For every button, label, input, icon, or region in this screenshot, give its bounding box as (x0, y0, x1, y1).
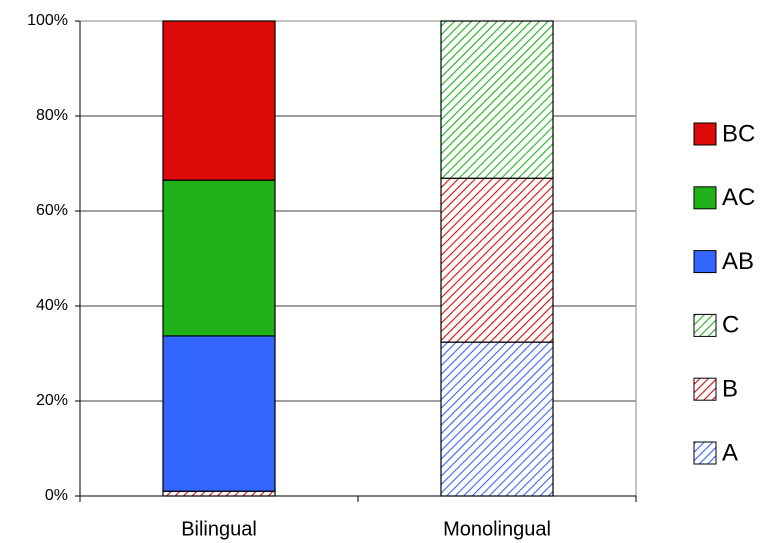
y-tick-label: 40% (36, 297, 68, 314)
legend-swatch (693, 250, 717, 274)
legend-label: A (722, 439, 738, 466)
legend-swatch (693, 186, 717, 210)
y-tick-label: 60% (36, 202, 68, 219)
bar-segment (162, 490, 276, 497)
legend-swatch (693, 122, 717, 146)
legend-swatch (693, 377, 717, 401)
legend-label: B (722, 376, 738, 403)
bar-segment (440, 341, 554, 497)
x-tick-label: Bilingual (181, 518, 257, 540)
legend-swatch (693, 441, 717, 465)
bar-segment (162, 335, 276, 492)
y-tick-label: 100% (27, 12, 68, 29)
x-tick-label: Monolingual (443, 518, 551, 540)
y-tick-label: 80% (36, 107, 68, 124)
legend-swatch (693, 313, 717, 337)
legend-label: BC (722, 120, 755, 147)
bar-segment (162, 20, 276, 181)
bar-segment (440, 177, 554, 343)
legend-label: AB (722, 248, 754, 275)
y-tick-label: 20% (36, 392, 68, 409)
legend-label: C (722, 312, 739, 339)
y-tick-label: 0% (45, 487, 68, 504)
legend-label: AC (722, 184, 755, 211)
bar-segment (162, 179, 276, 337)
bar-segment (440, 20, 554, 179)
